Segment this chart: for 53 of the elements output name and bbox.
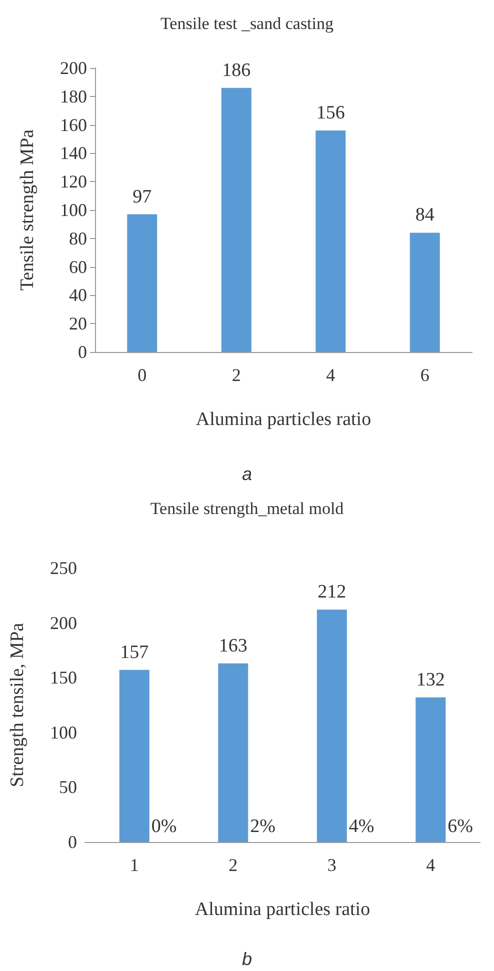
y-tick-label: 140: [60, 143, 87, 164]
x-axis-title: Alumina particles ratio: [196, 409, 372, 430]
chart-title: Tensile strength_metal mold: [150, 499, 344, 518]
y-tick-label: 0: [68, 832, 77, 852]
y-tick-label: 100: [60, 200, 87, 220]
bar: [221, 88, 252, 352]
annotation: 2%: [250, 816, 276, 837]
x-axis-title: Alumina particles ratio: [194, 899, 370, 920]
annotation: 0%: [151, 816, 177, 837]
y-tick-label: 200: [60, 58, 87, 78]
x-tick-label: 4: [426, 855, 436, 875]
annotation: 4%: [348, 816, 374, 837]
y-tick-label: 180: [60, 86, 87, 106]
y-tick-label: 60: [69, 256, 87, 277]
y-tick-label: 100: [50, 722, 77, 742]
data-label: 163: [218, 635, 248, 656]
y-tick-label: 20: [69, 314, 87, 334]
y-tick-label: 40: [69, 285, 87, 306]
y-tick-label: 50: [59, 777, 77, 798]
y-tick-label: 120: [60, 172, 87, 192]
text: b: [242, 949, 252, 969]
text: a: [242, 464, 252, 484]
chart-title: Tensile test _sand casting: [160, 14, 334, 33]
data-label: 84: [415, 204, 435, 226]
bar: [218, 663, 248, 842]
x-tick-label: 0: [138, 365, 147, 385]
x-tick-label: 6: [420, 365, 430, 385]
data-label: 132: [416, 669, 445, 690]
x-tick-label: 4: [326, 365, 336, 385]
x-tick-label: 3: [327, 855, 336, 875]
y-tick-label: 250: [50, 558, 77, 578]
y-tick-label: 150: [50, 668, 77, 688]
bar: [416, 697, 446, 842]
x-tick-label: 1: [130, 855, 139, 875]
y-axis-title: Tensile strength MPa: [17, 128, 38, 291]
data-label: 156: [316, 102, 345, 124]
annotation: 6%: [448, 816, 474, 837]
bar: [119, 670, 150, 842]
bar: [410, 232, 440, 352]
y-axis-title: Strength tensile, MPa: [7, 622, 28, 788]
y-tick-label: 0: [78, 342, 87, 362]
bar: [316, 610, 347, 842]
data-label: 212: [318, 582, 346, 603]
data-label: 157: [120, 642, 149, 663]
y-tick-label: 160: [60, 114, 87, 135]
y-tick-label: 200: [50, 612, 77, 633]
x-tick-label: 2: [228, 855, 238, 875]
bar: [316, 130, 346, 352]
data-label: 97: [132, 186, 152, 208]
bar: [127, 214, 158, 352]
data-label: 186: [222, 60, 251, 81]
x-tick-label: 2: [232, 365, 241, 385]
y-tick-label: 80: [69, 228, 87, 248]
